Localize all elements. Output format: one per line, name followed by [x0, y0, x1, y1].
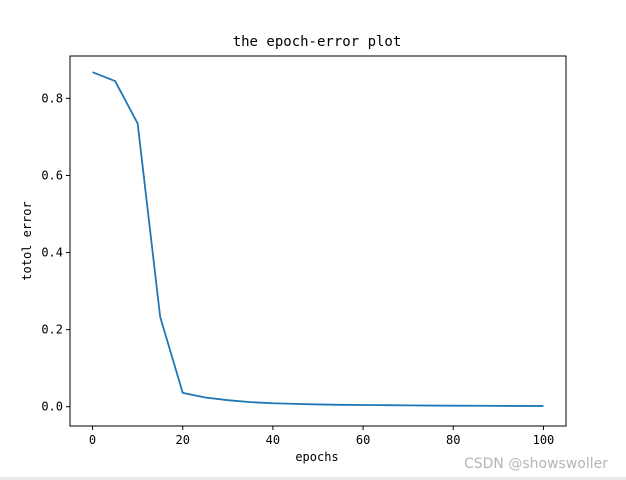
x-tick-label: 40: [266, 433, 280, 447]
series-layer: [92, 71, 544, 407]
bottom-divider: [0, 477, 626, 480]
chart-title: the epoch-error plot: [233, 34, 402, 50]
y-axis-label: totol error: [20, 201, 34, 280]
y-tick-label: 0.4: [41, 246, 63, 260]
x-tick-label: 80: [446, 433, 460, 447]
watermark-text: CSDN @showswoller: [463, 456, 608, 472]
y-tick-label: 0.8: [41, 91, 63, 105]
y-tick-label: 0.2: [41, 323, 63, 337]
line-chart: the epoch-error plot 0 20 40 60 80 100 0.0 0.2…: [20, 34, 567, 464]
x-tick-label: 100: [533, 433, 555, 447]
y-axis-ticks: 0.0 0.2 0.4 0.6 0.8: [41, 91, 70, 414]
y-tick-label: 0.6: [41, 168, 63, 182]
plot-area: [69, 55, 567, 427]
x-axis-ticks: 0 20 40 60 80 100: [89, 426, 554, 447]
error-series-line: [92, 71, 544, 407]
y-tick-label: 0.0: [41, 400, 63, 414]
x-axis-label: epochs: [295, 450, 338, 464]
x-tick-label: 60: [356, 433, 370, 447]
x-tick-label: 0: [89, 433, 96, 447]
x-tick-label: 20: [176, 433, 190, 447]
